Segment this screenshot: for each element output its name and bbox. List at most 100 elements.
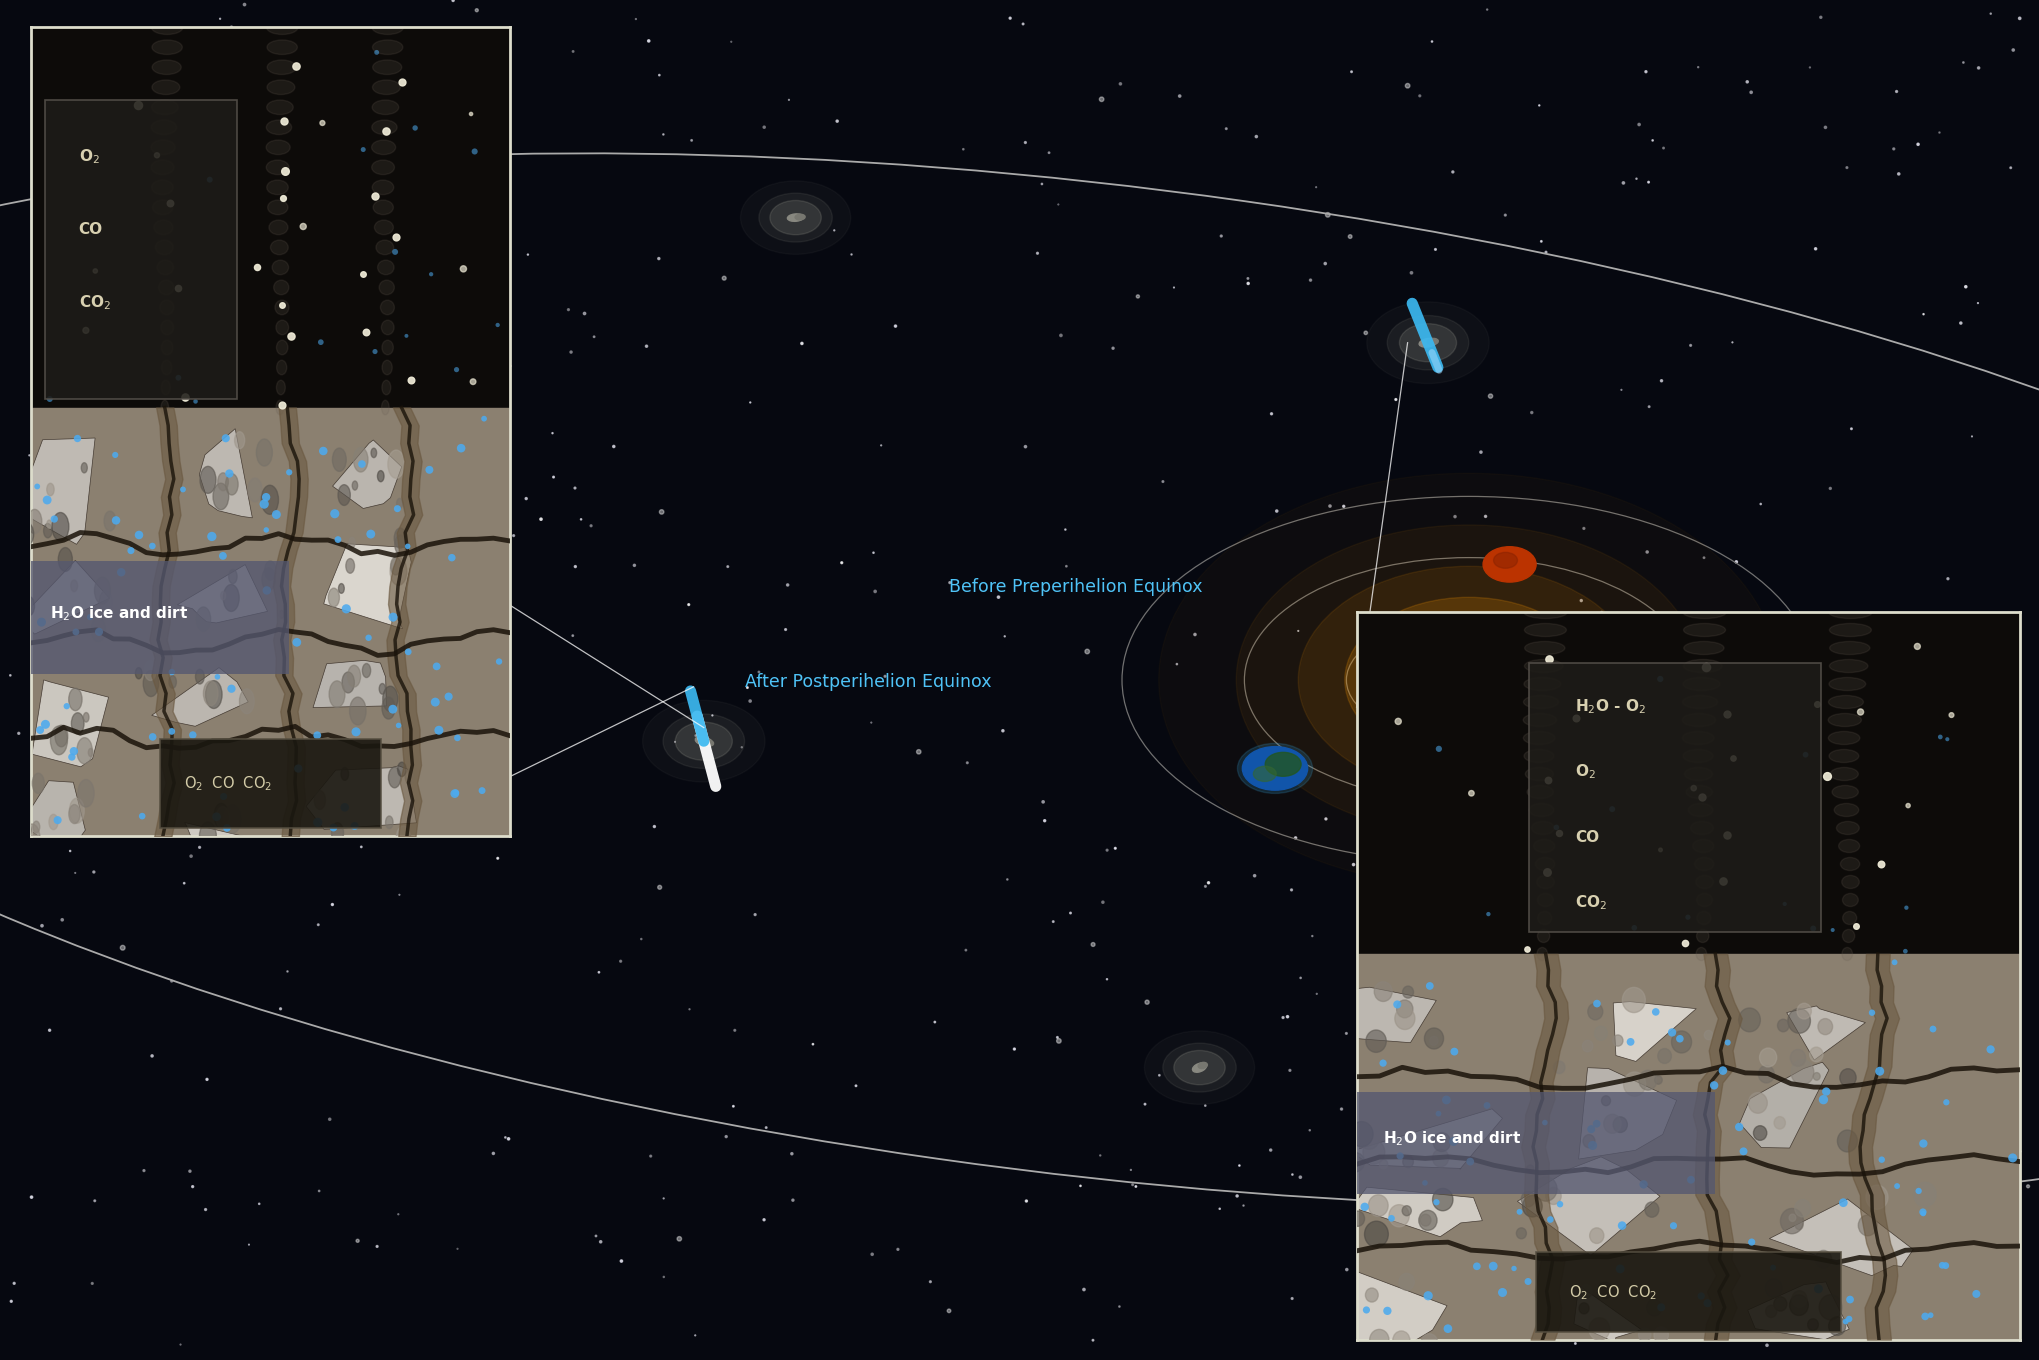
Point xyxy=(1077,933,1109,955)
Point xyxy=(75,609,108,631)
Point xyxy=(77,861,110,883)
Ellipse shape xyxy=(1841,929,1853,942)
Circle shape xyxy=(1796,1004,1811,1019)
Circle shape xyxy=(1252,766,1276,782)
Point xyxy=(1403,84,1435,106)
Point xyxy=(383,884,416,906)
Point xyxy=(1276,1164,1309,1186)
Text: CO$_2$: CO$_2$ xyxy=(80,292,110,311)
Circle shape xyxy=(214,804,228,828)
Point xyxy=(1962,57,1994,79)
Circle shape xyxy=(241,846,255,868)
Ellipse shape xyxy=(151,39,181,54)
Point xyxy=(35,24,67,46)
Point xyxy=(1566,518,1599,540)
Ellipse shape xyxy=(153,60,181,75)
Circle shape xyxy=(1637,1329,1650,1342)
Point xyxy=(190,1198,222,1220)
Circle shape xyxy=(1601,1096,1609,1106)
Point xyxy=(1205,226,1238,248)
Point xyxy=(20,199,53,220)
Circle shape xyxy=(1745,1123,1864,1202)
Point xyxy=(1707,1059,1739,1081)
Point xyxy=(1668,932,1701,953)
Bar xyxy=(31,27,510,408)
Point xyxy=(302,131,334,152)
Point xyxy=(1486,1281,1519,1303)
FancyBboxPatch shape xyxy=(1535,1253,1839,1333)
Point xyxy=(987,719,1020,741)
FancyBboxPatch shape xyxy=(159,740,381,828)
Ellipse shape xyxy=(1686,786,1711,798)
Ellipse shape xyxy=(1523,660,1562,673)
Circle shape xyxy=(1336,1300,1348,1314)
Circle shape xyxy=(1393,1331,1409,1349)
Point xyxy=(1923,726,1955,748)
Point xyxy=(1227,1194,1260,1216)
Point xyxy=(1354,1167,1387,1189)
Point xyxy=(214,677,247,699)
Point xyxy=(314,1108,347,1130)
Point xyxy=(102,820,135,842)
Ellipse shape xyxy=(1694,857,1713,870)
Circle shape xyxy=(1350,1210,1364,1227)
Point xyxy=(797,1034,830,1055)
Point xyxy=(1739,978,1772,1000)
Circle shape xyxy=(1586,1004,1603,1020)
Point xyxy=(730,677,763,699)
Point xyxy=(1474,385,1507,407)
Point xyxy=(1800,694,1833,715)
Point xyxy=(918,1012,950,1034)
Point xyxy=(1752,1240,1784,1262)
Point xyxy=(1817,1228,1849,1250)
Circle shape xyxy=(406,770,414,783)
Polygon shape xyxy=(324,544,412,628)
Point xyxy=(77,1190,110,1212)
Point xyxy=(338,815,371,836)
Point xyxy=(1366,1053,1399,1074)
Point xyxy=(1749,1334,1782,1356)
Point xyxy=(1531,770,1564,792)
Point xyxy=(569,303,602,325)
Point xyxy=(642,876,675,898)
Point xyxy=(1270,1006,1303,1028)
Point xyxy=(642,64,675,86)
Ellipse shape xyxy=(1690,821,1713,835)
Ellipse shape xyxy=(703,740,714,747)
Point xyxy=(161,367,194,389)
Point xyxy=(1715,332,1747,354)
Circle shape xyxy=(69,688,82,711)
Circle shape xyxy=(77,779,94,806)
Point xyxy=(1348,322,1380,344)
Point xyxy=(1070,641,1103,662)
Point xyxy=(220,638,253,660)
Point xyxy=(126,805,159,827)
Circle shape xyxy=(1331,1276,1346,1292)
Point xyxy=(714,31,746,53)
Ellipse shape xyxy=(277,340,287,355)
Circle shape xyxy=(1913,1182,1935,1206)
Point xyxy=(1807,1089,1839,1111)
Point xyxy=(1556,718,1588,740)
Point xyxy=(738,904,771,926)
Point xyxy=(345,804,377,826)
Circle shape xyxy=(1297,566,1639,794)
Point xyxy=(1727,816,1760,838)
Point xyxy=(1880,1175,1913,1197)
Point xyxy=(377,698,410,719)
Point xyxy=(1470,1095,1503,1117)
Point xyxy=(679,1325,712,1346)
Point xyxy=(1511,1270,1544,1292)
Polygon shape xyxy=(151,668,249,726)
Point xyxy=(695,704,728,726)
Ellipse shape xyxy=(1694,948,1707,960)
Point xyxy=(279,54,312,76)
Circle shape xyxy=(363,664,371,677)
Point xyxy=(316,816,349,838)
Polygon shape xyxy=(1739,1062,1829,1148)
Circle shape xyxy=(82,462,88,473)
Point xyxy=(1026,173,1058,194)
Circle shape xyxy=(1431,1133,1450,1152)
Point xyxy=(559,556,591,578)
Point xyxy=(389,30,422,52)
